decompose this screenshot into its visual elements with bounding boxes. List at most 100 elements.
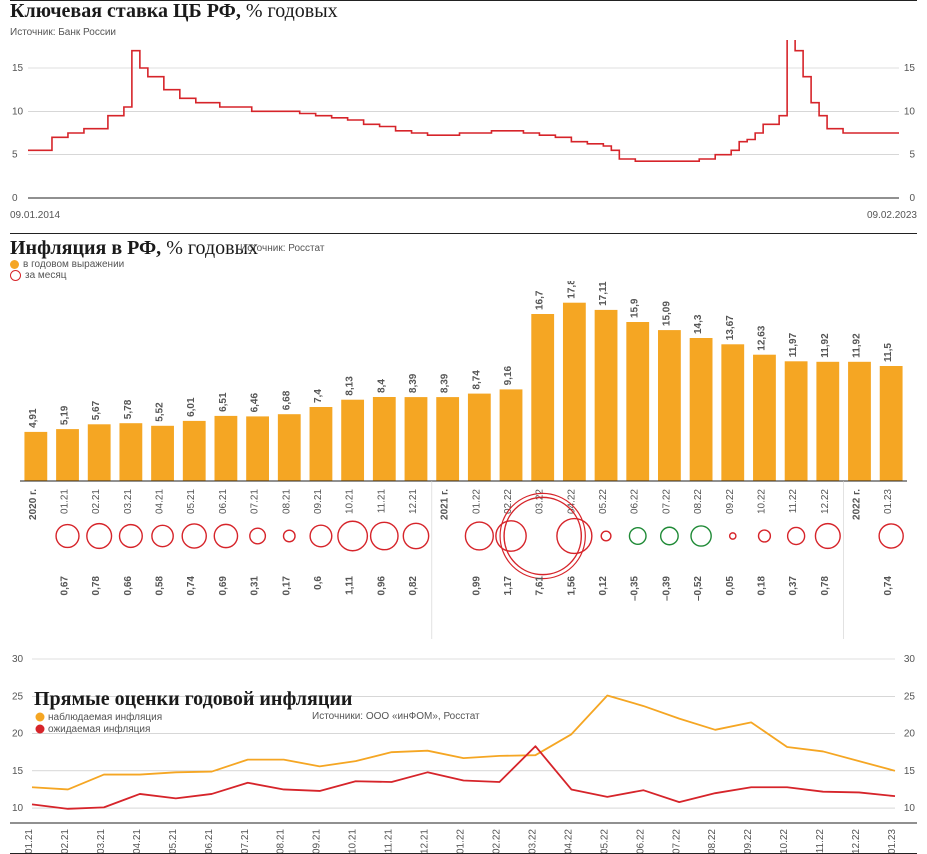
- estimates-xtick: 11.22: [815, 829, 826, 853]
- estimates-title: Прямые оценки годовой инфляции: [34, 688, 352, 710]
- inflation-bar: [816, 362, 839, 481]
- svg-text:5,19: 5,19: [60, 405, 71, 425]
- inflation-xtick: 06.22: [630, 489, 641, 514]
- svg-text:11,92: 11,92: [851, 333, 862, 358]
- estimates-xtick: 08.22: [707, 829, 718, 853]
- mom-value-label: 0,66: [123, 576, 134, 596]
- svg-text:10: 10: [12, 106, 24, 117]
- inflation-bar: [215, 416, 238, 481]
- keyrate-title-unit: % годовых: [246, 0, 338, 22]
- inflation-xtick: 06.21: [218, 489, 229, 514]
- estimates-xtick: 03.22: [527, 829, 538, 853]
- inflation-bar: [56, 429, 79, 481]
- inflation-bar: [753, 355, 776, 481]
- mom-value-label: 0,05: [725, 576, 736, 596]
- mom-value-label: 0,31: [250, 576, 261, 596]
- inflation-bar: [436, 397, 459, 481]
- mom-bubble: [788, 528, 805, 545]
- inflation-bar: [595, 310, 618, 481]
- svg-text:8,39: 8,39: [440, 373, 451, 393]
- inflation-bar: [531, 314, 554, 481]
- inflation-legend: в годовом выражении за месяц: [10, 259, 917, 281]
- svg-text:17,83: 17,83: [566, 281, 577, 299]
- keyrate-title: Ключевая ставка ЦБ РФ, % годовых: [10, 0, 338, 22]
- inflation-xtick: 2020 г.: [28, 489, 39, 520]
- inflation-bar: [278, 414, 301, 481]
- svg-text:11,97: 11,97: [788, 333, 799, 358]
- keyrate-title-bold: Ключевая ставка ЦБ РФ,: [10, 0, 241, 22]
- estimates-xtick: 01.21: [24, 829, 35, 853]
- inflation-xtick: 04.21: [155, 489, 166, 514]
- mom-value-label: –0,39: [661, 576, 672, 601]
- mom-bubble: [56, 525, 79, 548]
- inflation-bar: [405, 397, 428, 481]
- estimates-xtick: 08.21: [276, 829, 287, 853]
- mom-value-label: 0,78: [820, 576, 831, 596]
- estimates-xtick: 06.21: [204, 829, 215, 853]
- mom-bubble: [182, 524, 206, 548]
- estimates-xtick: 02.22: [491, 829, 502, 853]
- inflation-bar: [848, 362, 871, 481]
- inflation-xtick: 11.21: [376, 489, 387, 514]
- inflation-bar: [119, 423, 142, 481]
- legend-dot-yoy: [10, 260, 19, 269]
- estimates-xtick: 04.22: [563, 829, 574, 853]
- mom-value-label: 0,96: [376, 576, 387, 596]
- inflation-title-bold: Инфляция в РФ,: [10, 237, 161, 259]
- inflation-xtick: 10.21: [345, 489, 356, 514]
- estimates-xtick: 07.22: [671, 829, 682, 853]
- legend-mom-text: за месяц: [25, 270, 67, 281]
- panel-keyrate: Ключевая ставка ЦБ РФ, % годовых Источни…: [10, 0, 917, 221]
- inflation-xtick: 08.22: [693, 489, 704, 514]
- inflation-xtick: 2022 г.: [851, 489, 862, 520]
- inflation-xtick: 02.21: [91, 489, 102, 514]
- legend-observed: наблюдаемая инфляция: [48, 711, 162, 723]
- inflation-bar: [721, 344, 744, 481]
- mom-value-label: –0,35: [630, 576, 641, 601]
- mom-value-label: 7,61: [535, 576, 546, 596]
- svg-text:5: 5: [909, 150, 915, 161]
- svg-text:15: 15: [904, 766, 916, 777]
- mom-value-label: 0,74: [186, 576, 197, 596]
- mom-value-label: 0,78: [91, 576, 102, 596]
- svg-text:20: 20: [904, 729, 916, 740]
- mom-bubble: [338, 521, 367, 550]
- inflation-bar: [785, 361, 808, 481]
- inflation-bar: [658, 330, 681, 481]
- mom-bubble: [120, 525, 143, 548]
- inflation-xtick: 2021 г.: [440, 489, 451, 520]
- inflation-xtick: 01.22: [471, 489, 482, 514]
- inflation-xtick: 10.22: [756, 489, 767, 514]
- inflation-xtick: 07.21: [250, 489, 261, 514]
- inflation-bar: [88, 424, 111, 481]
- inflation-bar: [183, 421, 206, 481]
- svg-text:8,39: 8,39: [408, 373, 419, 393]
- estimates-xtick: 06.22: [635, 829, 646, 853]
- inflation-bar: [690, 338, 713, 481]
- estimates-xtick: 05.22: [599, 829, 610, 853]
- svg-text:20: 20: [12, 729, 24, 740]
- inflation-title: Инфляция в РФ, % годовых: [10, 237, 258, 259]
- svg-text:5,52: 5,52: [155, 402, 166, 422]
- mom-value-label: 0,67: [60, 576, 71, 596]
- mom-value-label: 0,58: [155, 576, 166, 596]
- legend-yoy-text: в годовом выражении: [23, 259, 124, 270]
- inflation-source: Источник: Росстат: [240, 243, 324, 254]
- mom-bubble: [465, 522, 493, 550]
- mom-bubble: [250, 528, 266, 544]
- inflation-bar: [468, 394, 491, 481]
- keyrate-source: Источник: Банк России: [10, 27, 116, 38]
- svg-text:7,4: 7,4: [313, 389, 324, 403]
- mom-bubble: [661, 527, 678, 544]
- mom-bubble: [629, 528, 646, 545]
- estimates-xtick: 02.21: [60, 829, 71, 853]
- mom-value-label: 0,82: [408, 576, 419, 596]
- inflation-bar: [310, 407, 333, 481]
- svg-text:13,67: 13,67: [725, 315, 736, 340]
- panel-estimates: 10101515202025253030Прямые оценки годово…: [10, 653, 917, 854]
- mom-value-label: 0,12: [598, 576, 609, 596]
- inflation-xtick: 01.23: [883, 489, 894, 514]
- svg-text:15,9: 15,9: [630, 298, 641, 318]
- inflation-bar: [563, 303, 586, 481]
- estimates-xtick: 01.22: [456, 829, 467, 853]
